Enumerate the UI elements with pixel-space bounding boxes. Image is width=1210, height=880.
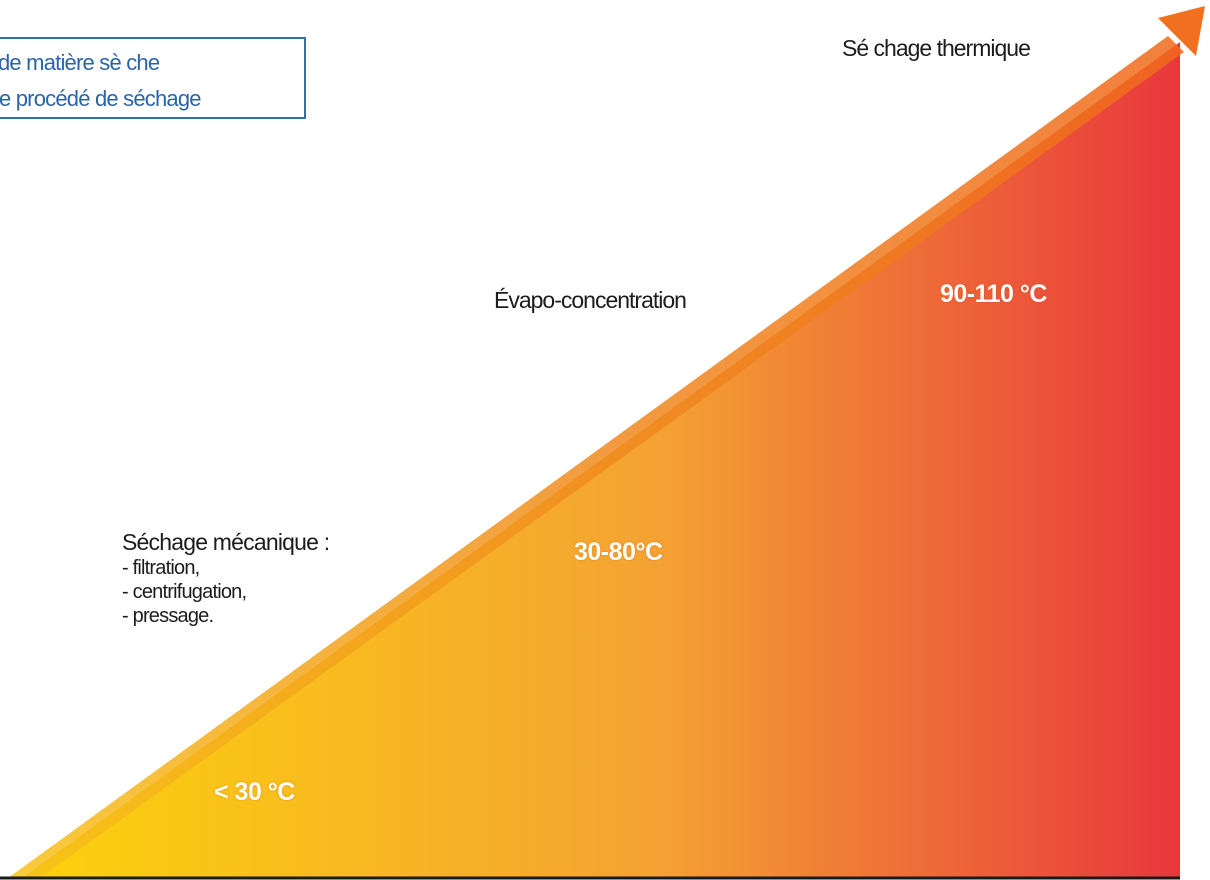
legend-line-2: e procédé de séchage [0,81,304,117]
method-pressing: - pressage. [122,604,329,628]
evaporation-temperature: 30-80°C [574,538,663,567]
mechanical-temperature: < 30 °C [214,778,295,807]
mechanical-drying-label: Séchage mécanique : [122,528,329,556]
mechanical-drying-block: Séchage mécanique : - filtration, - cent… [122,528,329,628]
thermal-drying-label: Sé chage thermique [842,35,1030,62]
legend-box: de matière sè che e procédé de séchage [0,37,306,119]
method-filtration: - filtration, [122,556,329,580]
legend-line-1: de matière sè che [0,45,304,81]
mechanical-methods-list: - filtration, - centrifugation, - pressa… [122,556,329,628]
evapo-concentration-label: Évapo-concentration [494,287,686,314]
method-centrifugation: - centrifugation, [122,580,329,604]
thermal-temperature: 90-110 °C [940,280,1047,309]
